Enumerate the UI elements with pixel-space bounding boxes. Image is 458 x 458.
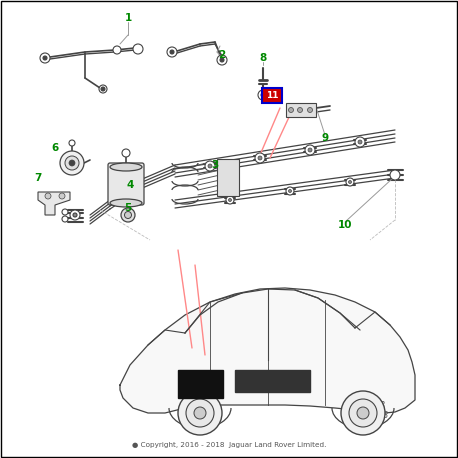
FancyBboxPatch shape xyxy=(178,370,223,398)
Text: 7: 7 xyxy=(34,173,42,183)
Circle shape xyxy=(307,108,312,113)
Circle shape xyxy=(255,153,265,163)
Circle shape xyxy=(308,148,312,152)
Circle shape xyxy=(261,93,265,97)
Text: 1: 1 xyxy=(125,13,131,23)
Circle shape xyxy=(60,151,84,175)
Circle shape xyxy=(298,108,302,113)
Circle shape xyxy=(208,164,212,168)
Circle shape xyxy=(220,58,224,62)
Circle shape xyxy=(133,44,143,54)
Circle shape xyxy=(125,212,131,218)
Circle shape xyxy=(226,196,234,204)
Circle shape xyxy=(341,391,385,435)
Circle shape xyxy=(99,85,107,93)
Circle shape xyxy=(40,53,50,63)
Circle shape xyxy=(357,407,369,419)
Circle shape xyxy=(45,193,51,199)
Circle shape xyxy=(186,399,214,427)
Circle shape xyxy=(65,156,79,170)
Circle shape xyxy=(69,160,75,166)
Polygon shape xyxy=(120,288,415,413)
Circle shape xyxy=(69,140,75,146)
Text: ● Copyright, 2016 - 2018  Jaguar Land Rover Limited.: ● Copyright, 2016 - 2018 Jaguar Land Rov… xyxy=(132,442,326,448)
Circle shape xyxy=(178,391,222,435)
Text: 9: 9 xyxy=(322,133,328,143)
Polygon shape xyxy=(38,192,70,215)
FancyBboxPatch shape xyxy=(235,370,310,392)
Circle shape xyxy=(59,193,65,199)
Circle shape xyxy=(355,137,365,147)
Circle shape xyxy=(258,90,268,100)
Text: 11: 11 xyxy=(266,91,278,99)
Circle shape xyxy=(122,149,130,157)
Circle shape xyxy=(70,210,80,220)
Circle shape xyxy=(289,190,291,192)
FancyBboxPatch shape xyxy=(286,103,316,117)
Text: 3: 3 xyxy=(212,160,218,170)
Text: 5: 5 xyxy=(125,203,131,213)
Circle shape xyxy=(349,399,377,427)
Text: 2: 2 xyxy=(218,50,226,60)
Text: 4: 4 xyxy=(126,180,134,190)
Text: 8: 8 xyxy=(259,53,267,63)
Circle shape xyxy=(349,180,351,184)
Text: 10: 10 xyxy=(338,220,352,230)
Ellipse shape xyxy=(110,199,142,207)
Circle shape xyxy=(286,187,294,195)
Circle shape xyxy=(113,46,121,54)
Circle shape xyxy=(289,108,294,113)
FancyBboxPatch shape xyxy=(262,88,282,103)
FancyBboxPatch shape xyxy=(108,163,144,205)
Circle shape xyxy=(101,87,105,91)
Circle shape xyxy=(167,47,177,57)
Circle shape xyxy=(358,140,362,144)
Ellipse shape xyxy=(110,163,142,171)
Circle shape xyxy=(62,216,68,222)
Circle shape xyxy=(258,156,262,160)
Circle shape xyxy=(43,56,47,60)
Circle shape xyxy=(229,198,231,202)
Circle shape xyxy=(217,55,227,65)
Text: 07-2018: 07-2018 xyxy=(350,400,386,409)
Circle shape xyxy=(305,145,315,155)
Circle shape xyxy=(62,209,68,215)
Circle shape xyxy=(205,161,215,171)
Circle shape xyxy=(194,407,206,419)
Circle shape xyxy=(170,50,174,54)
Circle shape xyxy=(73,213,77,217)
Text: YD11664B: YD11664B xyxy=(348,410,388,420)
FancyBboxPatch shape xyxy=(217,159,239,196)
Text: 6: 6 xyxy=(51,143,59,153)
Circle shape xyxy=(346,178,354,186)
Circle shape xyxy=(121,208,135,222)
Circle shape xyxy=(390,170,400,180)
